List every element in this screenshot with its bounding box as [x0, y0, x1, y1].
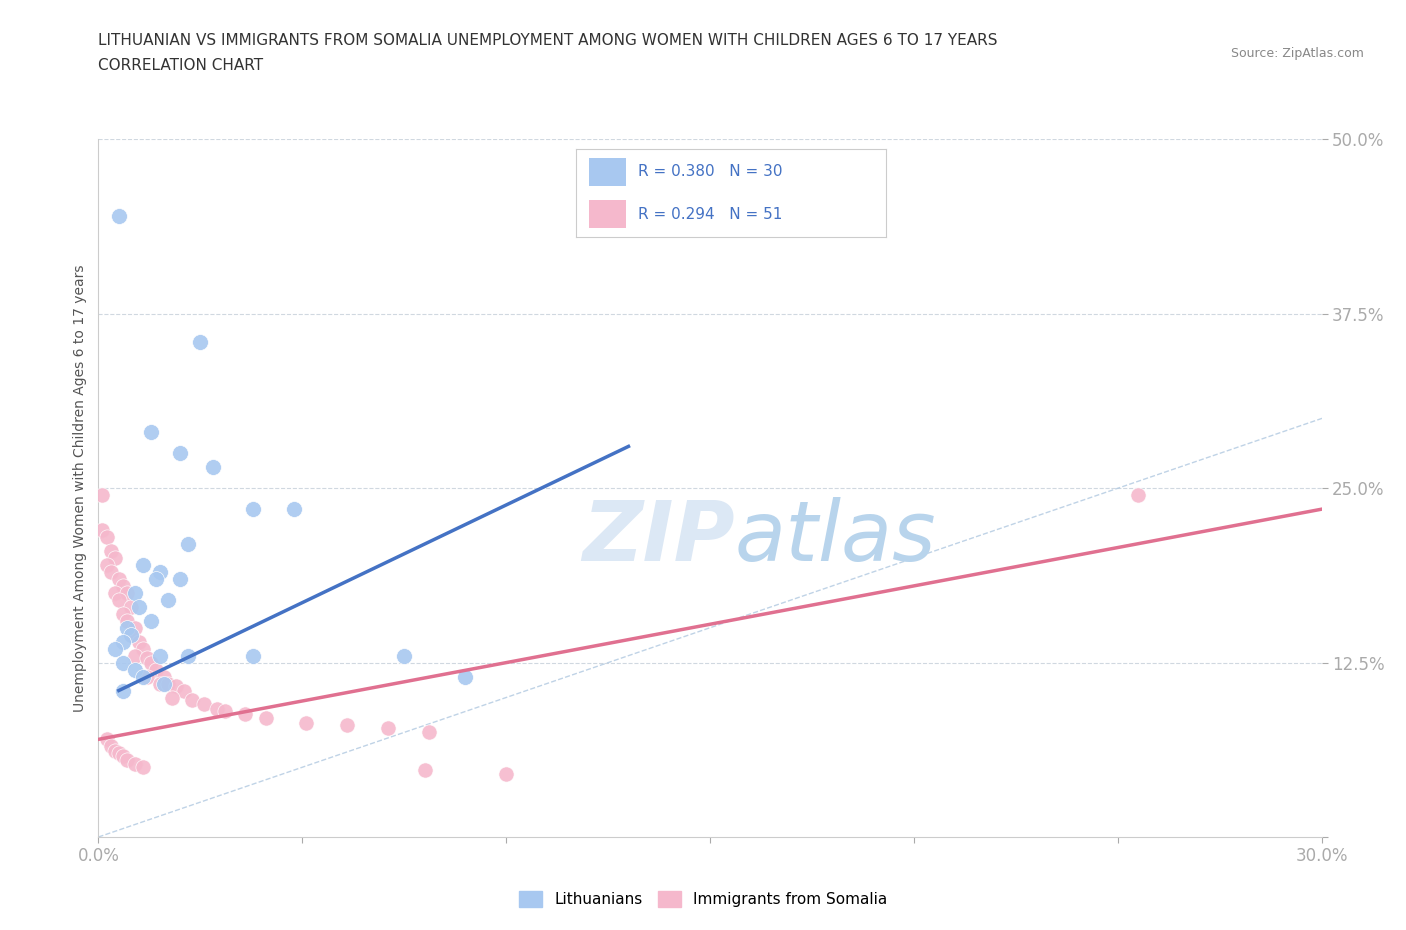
- Point: [115, 753, 138, 768]
- Point: [96, 558, 118, 573]
- Point: [96, 732, 118, 747]
- Point: [100, 738, 122, 753]
- Point: [124, 662, 146, 677]
- Point: [141, 614, 163, 629]
- Point: [124, 586, 146, 601]
- Point: [120, 628, 142, 643]
- Point: [91, 488, 114, 503]
- Point: [413, 763, 436, 777]
- Point: [254, 711, 277, 725]
- Point: [136, 651, 159, 666]
- Point: [242, 648, 264, 663]
- Legend: Lithuanians, Immigrants from Somalia: Lithuanians, Immigrants from Somalia: [513, 884, 893, 913]
- Point: [111, 578, 134, 593]
- Point: [1128, 488, 1150, 503]
- Point: [111, 634, 134, 649]
- Point: [152, 676, 174, 691]
- Point: [495, 766, 517, 781]
- Y-axis label: Unemployment Among Women with Children Ages 6 to 17 years: Unemployment Among Women with Children A…: [73, 264, 87, 712]
- Point: [149, 565, 172, 579]
- Point: [111, 749, 134, 764]
- Point: [91, 523, 114, 538]
- Point: [193, 698, 215, 712]
- Point: [454, 670, 477, 684]
- Point: [108, 746, 131, 761]
- Point: [128, 634, 150, 649]
- Point: [169, 445, 191, 460]
- Point: [149, 648, 172, 663]
- Text: atlas: atlas: [734, 497, 936, 578]
- Point: [132, 558, 155, 573]
- Point: [141, 425, 163, 440]
- Point: [124, 648, 146, 663]
- Point: [160, 690, 183, 705]
- Point: [145, 662, 167, 677]
- Point: [108, 592, 131, 607]
- Point: [214, 704, 236, 719]
- Point: [104, 642, 127, 657]
- Point: [169, 571, 191, 587]
- Text: R = 0.294   N = 51: R = 0.294 N = 51: [638, 206, 783, 221]
- Text: R = 0.380   N = 30: R = 0.380 N = 30: [638, 165, 783, 179]
- Point: [283, 502, 305, 517]
- Point: [115, 620, 138, 635]
- Point: [152, 670, 174, 684]
- Point: [132, 670, 155, 684]
- Point: [392, 648, 416, 663]
- Point: [205, 701, 228, 716]
- Point: [111, 655, 134, 670]
- Point: [233, 707, 256, 722]
- Point: [120, 628, 142, 643]
- Point: [242, 502, 264, 517]
- Point: [132, 760, 155, 775]
- Text: LITHUANIAN VS IMMIGRANTS FROM SOMALIA UNEMPLOYMENT AMONG WOMEN WITH CHILDREN AGE: LITHUANIAN VS IMMIGRANTS FROM SOMALIA UN…: [98, 33, 998, 47]
- Point: [128, 600, 150, 615]
- Point: [188, 334, 212, 349]
- Point: [181, 693, 204, 708]
- Point: [120, 600, 142, 615]
- Point: [149, 676, 172, 691]
- Point: [295, 715, 318, 730]
- Point: [111, 606, 134, 621]
- Point: [96, 530, 118, 545]
- Point: [104, 551, 127, 565]
- Point: [336, 718, 359, 733]
- Point: [145, 571, 167, 587]
- Point: [108, 209, 131, 224]
- Point: [100, 565, 122, 579]
- Point: [111, 683, 134, 698]
- Point: [100, 543, 122, 558]
- Point: [124, 757, 146, 772]
- Text: Source: ZipAtlas.com: Source: ZipAtlas.com: [1230, 46, 1364, 60]
- Point: [136, 670, 159, 684]
- Point: [115, 586, 138, 601]
- Point: [124, 620, 146, 635]
- Point: [177, 537, 200, 551]
- Point: [141, 655, 163, 670]
- Text: ZIP: ZIP: [582, 497, 734, 578]
- Point: [177, 648, 200, 663]
- Point: [115, 614, 138, 629]
- Point: [104, 743, 127, 758]
- Point: [104, 586, 127, 601]
- Point: [132, 642, 155, 657]
- Point: [418, 725, 440, 740]
- Point: [201, 460, 224, 474]
- Point: [173, 683, 195, 698]
- Point: [377, 721, 399, 736]
- Point: [108, 571, 131, 587]
- Text: CORRELATION CHART: CORRELATION CHART: [98, 58, 263, 73]
- Point: [156, 592, 179, 607]
- Point: [156, 676, 179, 691]
- Bar: [589, 158, 626, 186]
- Point: [165, 679, 187, 694]
- Bar: [589, 200, 626, 228]
